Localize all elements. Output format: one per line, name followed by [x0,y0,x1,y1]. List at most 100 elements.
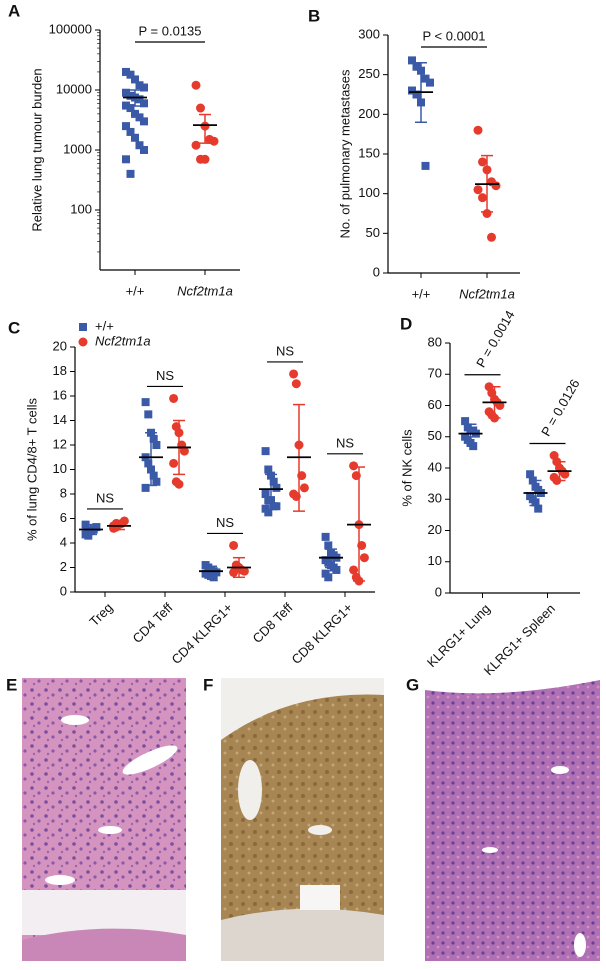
y-tick-label: 30 [428,491,442,506]
data-point [126,169,135,178]
data-point [149,434,158,443]
data-point [144,459,153,468]
y-tick-label: 12 [53,436,67,451]
data-point [469,442,478,451]
panel-label: G [406,675,419,694]
comparison-label: P = 0.0014 [473,308,517,370]
image-g [425,677,600,961]
data-point [169,458,179,468]
y-tick-label: 50 [428,428,442,443]
data-point [412,62,421,71]
data-point [135,81,144,90]
x-tick-label: +/+ [126,283,145,298]
y-tick-label: 4 [60,534,67,549]
data-point [261,490,270,498]
data-point [229,567,239,577]
panel-label: B [308,6,320,25]
data-point [135,141,144,150]
y-tick-label: 6 [60,510,67,525]
y-tick-label: 60 [428,397,442,412]
data-point [478,193,487,203]
comparison-label: P = 0.0135 [138,23,201,38]
data-point [491,181,501,191]
y-tick-label: 10 [53,461,67,476]
y-tick-label: 18 [53,363,67,378]
image-f [221,678,384,961]
data-point [141,398,150,407]
data-point [478,157,487,167]
data-point [209,573,218,582]
data-point [261,447,270,456]
data-point [191,140,201,150]
y-tick-label: 100 [358,185,380,200]
x-tick-label: +/+ [412,286,431,301]
panel-label: D [400,314,412,333]
data-point [144,410,153,419]
y-tick-label: 20 [428,522,442,537]
data-point [212,568,221,577]
comparison-label: NS [96,490,114,505]
panel-label: A [8,1,20,20]
data-point [179,446,189,456]
panel-label: C [8,318,20,337]
y-tick-label: 10 [428,553,442,568]
y-tick-label: 100000 [49,21,92,36]
data-point [264,508,273,517]
data-point [84,531,93,540]
x-tick-label: Ncf2tm1a [177,283,233,298]
legend-label: Ncf2tm1a [95,333,151,348]
data-point [421,161,430,170]
y-tick-label: 50 [366,225,380,240]
data-point [461,417,470,426]
y-tick-label: 150 [358,145,380,160]
x-tick-label: KLRG1+ Lung [424,601,493,670]
data-point [408,56,416,65]
data-point [140,117,148,126]
data-point [359,553,369,563]
y-tick-label: 2 [60,559,67,574]
data-point [200,154,210,164]
data-point [264,465,273,474]
legend-label: +/+ [95,318,114,333]
comparison-label: NS [216,515,234,530]
y-tick-label: 8 [60,485,67,500]
data-point [209,136,219,146]
data-point [324,541,333,550]
panel-label: E [6,675,17,694]
data-point [269,477,278,486]
comparison-label: P = 0.0126 [538,377,582,439]
data-point [421,74,430,83]
data-point [126,104,135,113]
data-point [487,232,496,242]
y-tick-label: 14 [53,412,67,427]
y-axis-label: % of NK cells [399,429,414,507]
y-axis-label: No. of pulmonary metastases [337,69,352,239]
x-tick-label: KLRG1+ Spleen [481,601,558,678]
y-tick-label: 10000 [56,81,92,96]
data-point [291,379,301,389]
data-point [141,483,150,492]
data-point [349,565,359,575]
data-point [140,99,148,108]
data-point [152,441,161,449]
image-e [22,678,186,961]
data-point [131,109,139,118]
data-point [78,337,88,347]
data-point [349,461,359,471]
y-tick-label: 40 [428,459,442,474]
y-tick-label: 0 [373,264,380,279]
y-tick-label: 100 [70,201,92,216]
data-point [126,127,135,136]
data-point [122,88,130,97]
data-point [526,470,535,479]
data-point [332,565,341,574]
x-tick-label: Ncf2tm1a [459,286,515,301]
data-point [152,477,161,486]
x-tick-label: CD8 Teff [250,600,296,646]
comparison-label: P < 0.0001 [422,28,485,43]
data-point [324,573,333,582]
data-point [140,83,148,92]
y-tick-label: 1000 [63,141,92,156]
